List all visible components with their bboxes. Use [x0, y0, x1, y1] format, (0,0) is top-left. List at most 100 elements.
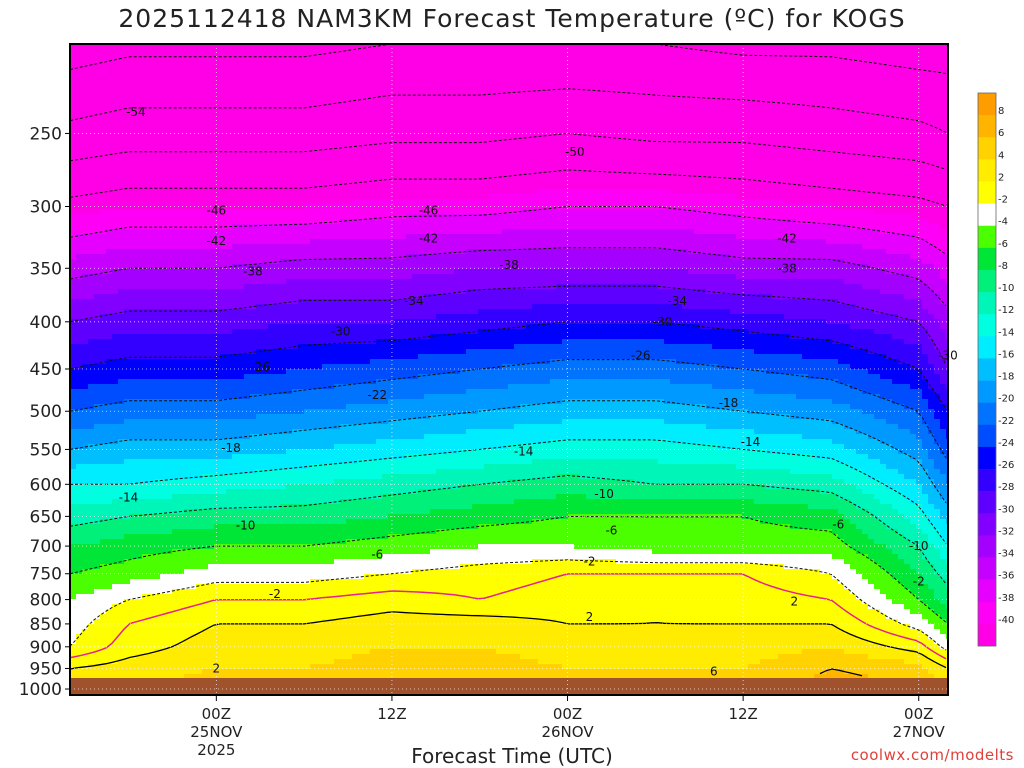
heatmap-cell: [136, 624, 143, 630]
heatmap-cell: [106, 199, 113, 205]
heatmap-cell: [184, 639, 191, 645]
heatmap-cell: [184, 634, 191, 640]
heatmap-cell: [286, 529, 293, 535]
heatmap-cell: [100, 539, 107, 545]
heatmap-cell: [190, 479, 197, 485]
heatmap-cell: [76, 604, 83, 610]
heatmap-cell: [130, 254, 137, 260]
heatmap-cell: [94, 384, 101, 390]
heatmap-cell: [280, 644, 287, 650]
heatmap-cell: [268, 404, 275, 410]
heatmap-cell: [94, 84, 101, 90]
heatmap-cell: [112, 184, 119, 190]
heatmap-cell: [292, 49, 299, 55]
heatmap-cell: [136, 634, 143, 640]
heatmap-cell: [208, 644, 215, 650]
heatmap-cell: [286, 539, 293, 545]
heatmap-cell: [94, 569, 101, 575]
heatmap-cell: [214, 619, 221, 625]
heatmap-cell: [172, 284, 179, 290]
heatmap-cell: [190, 349, 197, 355]
heatmap-cell: [250, 439, 257, 445]
heatmap-cell: [136, 314, 143, 320]
heatmap-cell: [244, 264, 251, 270]
heatmap-cell: [124, 494, 131, 500]
heatmap-cell: [112, 464, 119, 470]
heatmap-cell: [214, 304, 221, 310]
heatmap-cell: [238, 469, 245, 475]
heatmap-cell: [226, 344, 233, 350]
heatmap-cell: [286, 189, 293, 195]
heatmap-cell: [70, 649, 77, 655]
heatmap-cell: [262, 189, 269, 195]
heatmap-cell: [76, 184, 83, 190]
heatmap-cell: [196, 74, 203, 80]
heatmap-cell: [286, 354, 293, 360]
heatmap-cell: [70, 194, 77, 200]
heatmap-cell: [100, 469, 107, 475]
heatmap-cell: [238, 494, 245, 500]
heatmap-cell: [280, 209, 287, 215]
heatmap-cell: [220, 294, 227, 300]
heatmap-cell: [94, 134, 101, 140]
heatmap-cell: [202, 184, 209, 190]
heatmap-cell: [76, 349, 83, 355]
heatmap-cell: [268, 134, 275, 140]
heatmap-cell: [262, 369, 269, 375]
heatmap-cell: [166, 199, 173, 205]
heatmap-cell: [88, 369, 95, 375]
heatmap-cell: [88, 629, 95, 635]
heatmap-cell: [238, 349, 245, 355]
heatmap-cell: [220, 224, 227, 230]
heatmap-cell: [130, 519, 137, 525]
heatmap-cell: [106, 439, 113, 445]
heatmap-cell: [70, 309, 77, 315]
heatmap-cell: [160, 399, 167, 405]
heatmap-cell: [88, 234, 95, 240]
heatmap-cell: [94, 639, 101, 645]
heatmap-cell: [172, 649, 179, 655]
heatmap-cell: [220, 424, 227, 430]
heatmap-cell: [94, 99, 101, 105]
heatmap-cell: [136, 539, 143, 545]
heatmap-cell: [226, 74, 233, 80]
heatmap-cell: [226, 524, 233, 530]
heatmap-cell: [124, 519, 131, 525]
heatmap-cell: [100, 364, 107, 370]
heatmap-cell: [196, 494, 203, 500]
heatmap-cell: [226, 659, 233, 665]
heatmap-cell: [172, 64, 179, 70]
heatmap-cell: [70, 559, 77, 565]
heatmap-cell: [76, 169, 83, 175]
heatmap-cell: [244, 209, 251, 215]
heatmap-cell: [220, 84, 227, 90]
heatmap-cell: [274, 324, 281, 330]
heatmap-cell: [160, 604, 167, 610]
heatmap-cell: [136, 464, 143, 470]
heatmap-cell: [232, 114, 239, 120]
heatmap-cell: [82, 474, 89, 480]
heatmap-cell: [166, 539, 173, 545]
heatmap-cell: [214, 489, 221, 495]
heatmap-cell: [274, 504, 281, 510]
heatmap-cell: [256, 309, 263, 315]
heatmap-cell: [274, 434, 281, 440]
heatmap-cell: [160, 634, 167, 640]
heatmap-cell: [262, 439, 269, 445]
heatmap-cell: [172, 409, 179, 415]
heatmap-cell: [286, 639, 293, 645]
heatmap-cell: [88, 44, 95, 50]
heatmap-cell: [118, 449, 125, 455]
heatmap-cell: [106, 134, 113, 140]
heatmap-cell: [226, 204, 233, 210]
heatmap-cell: [136, 419, 143, 425]
heatmap-cell: [184, 519, 191, 525]
heatmap-cell: [214, 544, 221, 550]
heatmap-cell: [172, 254, 179, 260]
heatmap-cell: [148, 184, 155, 190]
heatmap-cell: [214, 204, 221, 210]
heatmap-cell: [202, 549, 209, 555]
heatmap-cell: [178, 314, 185, 320]
heatmap-cell: [274, 379, 281, 385]
heatmap-cell: [136, 449, 143, 455]
